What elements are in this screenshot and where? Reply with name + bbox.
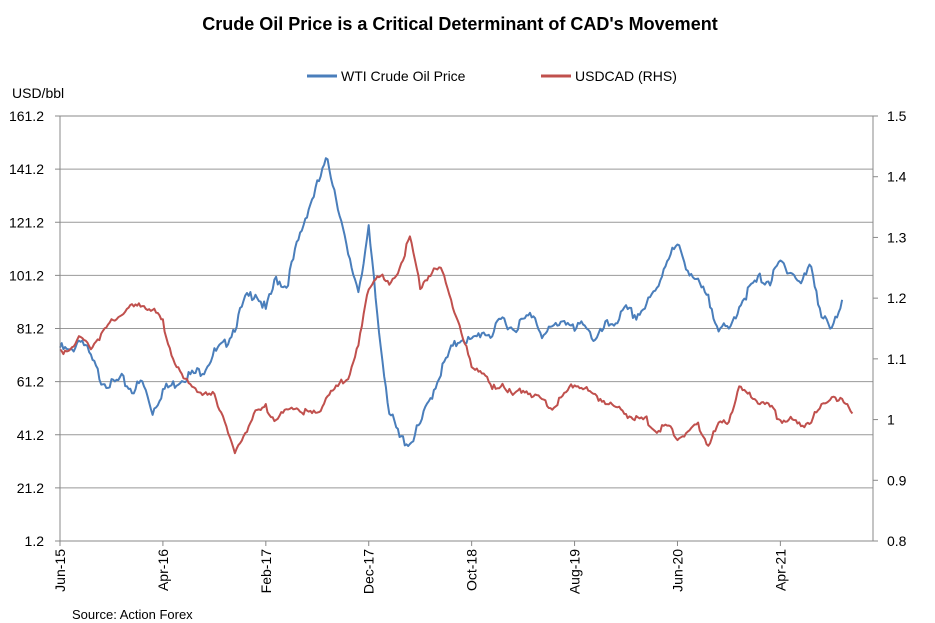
left-tick-label: 41.2 bbox=[17, 427, 44, 443]
legend-label-usdcad: USDCAD (RHS) bbox=[575, 68, 677, 84]
y-axis-label-left: USD/bbl bbox=[12, 85, 64, 101]
left-tick-label: 121.2 bbox=[9, 214, 44, 230]
series-line-usdcad bbox=[59, 235, 854, 455]
x-axis: Jun-15 Apr-16 Feb-17 Dec-17 Oct-18 Aug-19 Jun-… bbox=[52, 541, 788, 594]
legend: WTI Crude Oil Price USDCAD (RHS) bbox=[307, 68, 677, 84]
x-tick-label: Dec-17 bbox=[361, 549, 377, 594]
left-tick-label: 101.2 bbox=[9, 267, 44, 283]
left-tick-label: 21.2 bbox=[17, 480, 44, 496]
right-axis: 0.8 0.9 1 1.1 1.2 1.3 1.4 1.5 bbox=[873, 108, 907, 549]
series-line-wti bbox=[59, 157, 844, 447]
source-note: Source: Action Forex bbox=[72, 607, 193, 622]
right-tick-label: 1 bbox=[887, 412, 895, 428]
right-tick-label: 0.8 bbox=[887, 533, 907, 549]
left-tick-label: 161.2 bbox=[9, 108, 44, 124]
right-tick-label: 1.5 bbox=[887, 108, 907, 124]
left-tick-label: 1.2 bbox=[25, 533, 45, 549]
plot-area bbox=[59, 115, 874, 542]
x-tick-label: Apr-16 bbox=[155, 549, 171, 591]
series-lines bbox=[59, 157, 854, 455]
left-tick-label: 81.2 bbox=[17, 321, 44, 337]
gridlines bbox=[60, 168, 873, 489]
right-tick-label: 0.9 bbox=[887, 472, 907, 488]
left-axis: 1.2 21.2 41.2 61.2 81.2 101.2 121.2 141.2 161.2 bbox=[9, 108, 60, 549]
right-tick-label: 1.4 bbox=[887, 169, 907, 185]
x-tick-label: Oct-18 bbox=[464, 549, 480, 591]
legend-label-wti: WTI Crude Oil Price bbox=[341, 68, 466, 84]
right-tick-label: 1.1 bbox=[887, 351, 907, 367]
x-tick-label: Apr-21 bbox=[772, 549, 788, 591]
x-tick-label: Feb-17 bbox=[258, 549, 274, 594]
chart-title: Crude Oil Price is a Critical Determinan… bbox=[202, 14, 717, 34]
right-tick-label: 1.3 bbox=[887, 229, 907, 245]
x-tick-label: Aug-19 bbox=[567, 549, 583, 594]
left-tick-label: 141.2 bbox=[9, 161, 44, 177]
x-tick-label: Jun-15 bbox=[52, 549, 68, 592]
x-tick-label: Jun-20 bbox=[669, 549, 685, 592]
right-tick-label: 1.2 bbox=[887, 290, 907, 306]
left-tick-label: 61.2 bbox=[17, 374, 44, 390]
